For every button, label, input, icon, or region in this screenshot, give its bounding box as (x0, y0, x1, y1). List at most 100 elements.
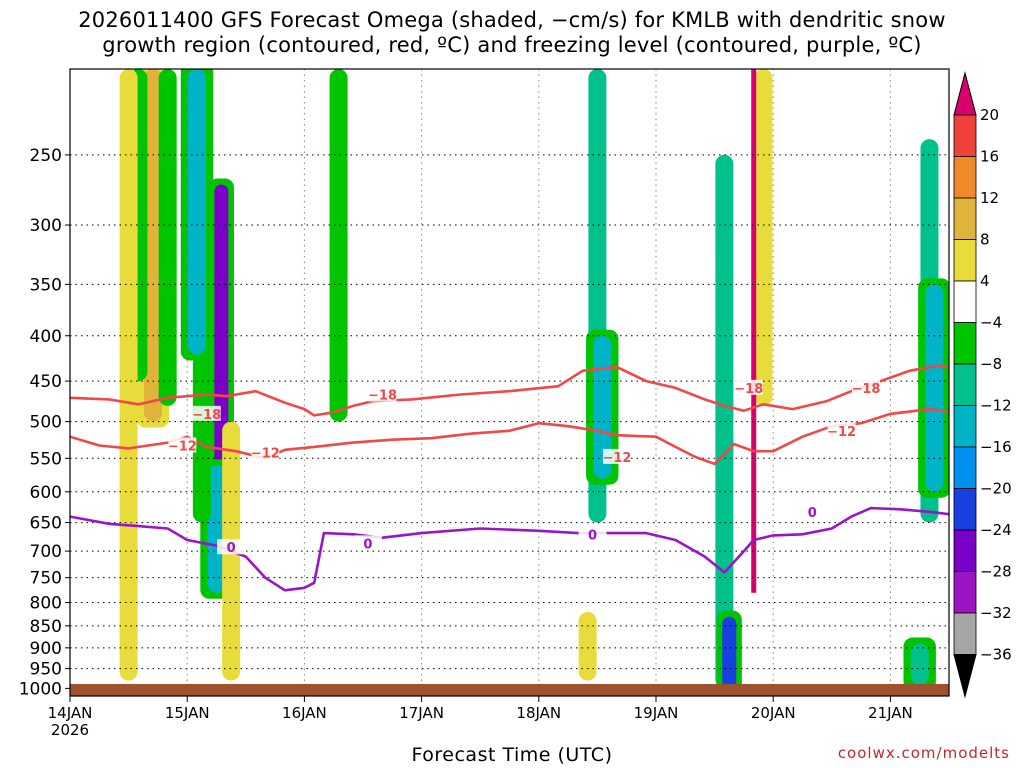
ytick-label-750: 750 (30, 569, 62, 589)
contour-label-2: −18 (734, 382, 763, 397)
xtick-label-16JAN: 16JAN (282, 704, 327, 722)
ascent-column-2 (158, 69, 177, 406)
ytick-label-350: 350 (30, 275, 62, 295)
contour-label-bg (368, 386, 397, 402)
ytick-label-300: 300 (30, 216, 62, 236)
colorbar-swatch-2 (953, 156, 977, 199)
ascent-21jan-low (910, 643, 929, 685)
colorbar-swatch-1 (953, 114, 977, 157)
colorbar-swatch-11 (953, 529, 977, 572)
colorbar-label-13: −36 (980, 646, 1012, 664)
xtick-label-17JAN: 17JAN (399, 704, 444, 722)
pressure-axis: 2503003504004505005506006507007508008509… (19, 146, 70, 699)
colorbar-label-10: −24 (980, 521, 1012, 539)
contour-label-bg (734, 379, 763, 395)
site-credit[interactable]: coolwx.com/modelts (837, 744, 1010, 762)
ytick-label-500: 500 (30, 413, 62, 433)
colorbar-label-12: −32 (980, 604, 1012, 622)
ytick-label-600: 600 (30, 483, 62, 503)
xtick-label-14JAN: 14JAN (48, 704, 93, 722)
colorbar-label-7: −12 (980, 397, 1012, 415)
colorbar-swatch-5 (953, 280, 977, 323)
ascent-column-5 (329, 69, 348, 422)
colorbar: 20 16 12 8 4 −4 −8 −12 −16 −20 −24 −28 −32 −36 (953, 71, 1012, 699)
ascent-19jan (715, 154, 734, 689)
contour-label-bg (353, 535, 382, 551)
frontal-ascent-18jan-core (593, 335, 612, 479)
ytick-label-400: 400 (30, 327, 62, 347)
xtick-label-15JAN: 15JAN (165, 704, 210, 722)
ascent-column-3 (187, 69, 206, 355)
contour-label-0: 0 (227, 541, 236, 556)
colorbar-swatch-9 (953, 446, 977, 489)
xtick-label-19JAN: 19JAN (634, 704, 679, 722)
strong-ascent-mid (207, 465, 226, 593)
colorbar-swatch-3 (953, 197, 977, 240)
contour-label-3: 0 (808, 506, 817, 521)
ytick-label-550: 550 (30, 449, 62, 469)
ytick-label-650: 650 (30, 514, 62, 534)
contour-label-bg (827, 422, 856, 438)
contour-label-bg (851, 379, 880, 395)
colorbar-swatch-12 (953, 571, 977, 614)
colorbar-top-arrow (953, 71, 977, 116)
colorbar-label-2: 12 (980, 189, 999, 207)
contour-label-1: −18 (368, 389, 397, 404)
colorbar-label-3: 8 (980, 231, 990, 249)
colorbar-label-8: −16 (980, 438, 1012, 456)
xtick-label-20JAN: 20JAN (751, 704, 796, 722)
colorbar-swatch-7 (953, 363, 977, 406)
descent-15jan (119, 69, 138, 681)
colorbar-label-4: 4 (980, 272, 990, 290)
ytick-label-1000: 1000 (19, 679, 62, 699)
xtick-label-21JAN: 21JAN (868, 704, 913, 722)
contour-label-bg (168, 437, 197, 453)
contour--12C-isotherm (70, 407, 949, 466)
contour-label-3: −18 (851, 382, 880, 397)
colorbar-swatch-10 (953, 488, 977, 531)
ytick-label-950: 950 (30, 660, 62, 680)
contour-label-bg (578, 526, 607, 542)
colorbar-swatch-8 (953, 405, 977, 448)
chart-title-line-2: growth region (contoured, red, ºC) and f… (102, 33, 922, 57)
contour-layer: −18 −18 −18 −18 −12 −12 −12 −12 0 0 0 0 (70, 364, 949, 592)
contour-label-0: −12 (168, 440, 197, 455)
ytick-label-800: 800 (30, 594, 62, 614)
terrain-ground (70, 684, 949, 696)
colorbar-label-11: −28 (980, 563, 1012, 581)
contour-label-3: −12 (827, 425, 856, 440)
colorbar-swatch-6 (953, 322, 977, 365)
colorbar-label-5: −4 (980, 314, 1002, 332)
extreme-descent-strip (751, 69, 757, 593)
plot-frame (69, 68, 950, 697)
contour-label-bg (192, 405, 221, 421)
ascent-19jan-core (722, 616, 737, 689)
colorbar-label-1: 16 (980, 148, 999, 166)
omega-shading-layer (119, 69, 949, 695)
descent-19jan (754, 69, 773, 406)
colorbar-swatch-4 (953, 239, 977, 282)
ytick-label-850: 850 (30, 617, 62, 637)
ytick-label-700: 700 (30, 542, 62, 562)
chart-title-line-1: 2026011400 GFS Forecast Omega (shaded, −… (78, 8, 946, 32)
colorbar-swatch-13 (953, 612, 977, 655)
x-axis-label: Forecast Time (UTC) (411, 744, 613, 766)
contour-label-bg (217, 539, 246, 555)
contour-label-bg (602, 448, 631, 464)
contour-label-2: 0 (588, 528, 597, 543)
contour--18C-isotherm (70, 364, 949, 417)
colorbar-label-6: −8 (980, 355, 1002, 373)
colorbar-bottom-arrow (953, 654, 977, 699)
colorbar-label-0: 20 (980, 106, 999, 124)
colorbar-label-9: −20 (980, 480, 1012, 498)
contour-label-0: −18 (192, 408, 221, 423)
ytick-label-250: 250 (30, 146, 62, 166)
contour-label-1: 0 (363, 537, 372, 552)
ytick-label-900: 900 (30, 639, 62, 659)
xtick-label-18JAN: 18JAN (516, 704, 561, 722)
contour-label-bg (251, 444, 280, 460)
time-axis: 14JAN 15JAN 16JAN 17JAN 18JAN 19JAN 20JAN 21JAN… (48, 696, 913, 739)
ytick-label-450: 450 (30, 372, 62, 392)
ascent-21jan-core (925, 284, 944, 492)
